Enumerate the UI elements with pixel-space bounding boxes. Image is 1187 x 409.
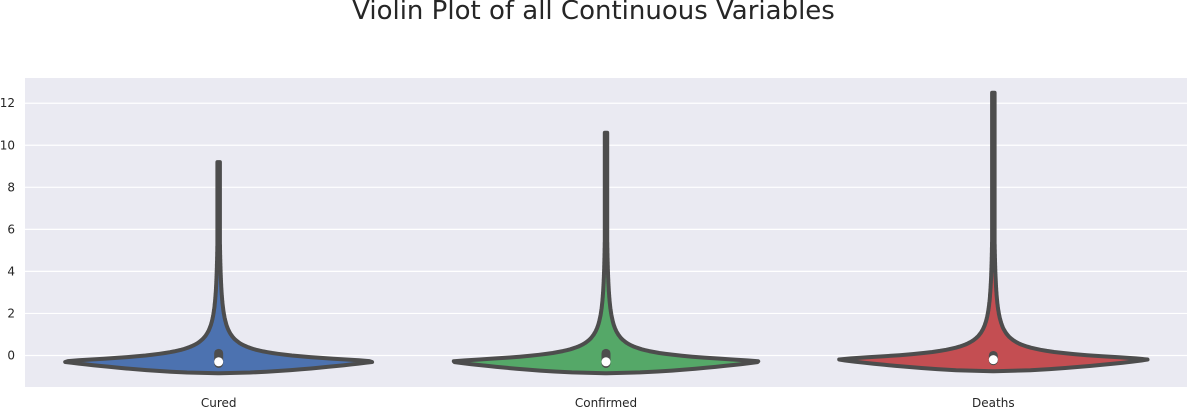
- violin-median-point: [214, 357, 224, 367]
- y-axis-ticks: 0 2 4 6 8 10 12: [0, 96, 15, 362]
- y-tick-label: 2: [7, 306, 15, 320]
- x-axis-ticks: Cured Confirmed Deaths: [201, 396, 1015, 409]
- violin-confirmed: [451, 130, 761, 376]
- y-tick-label: 6: [7, 222, 15, 236]
- violin-median-point: [601, 357, 611, 367]
- x-tick-label: Cured: [201, 396, 237, 409]
- x-tick-label: Deaths: [972, 396, 1015, 409]
- x-tick-label: Confirmed: [575, 396, 637, 409]
- y-tick-label: 4: [7, 264, 15, 278]
- violin-median-point: [988, 355, 998, 365]
- y-tick-label: 8: [7, 180, 15, 194]
- y-tick-label: 12: [0, 96, 15, 110]
- y-tick-label: 10: [0, 138, 15, 152]
- violin-cured: [63, 160, 375, 376]
- violin-series: [63, 90, 1150, 376]
- y-tick-label: 0: [7, 348, 15, 362]
- violin-deaths: [837, 90, 1150, 374]
- chart-title: Violin Plot of all Continuous Variables: [352, 0, 835, 26]
